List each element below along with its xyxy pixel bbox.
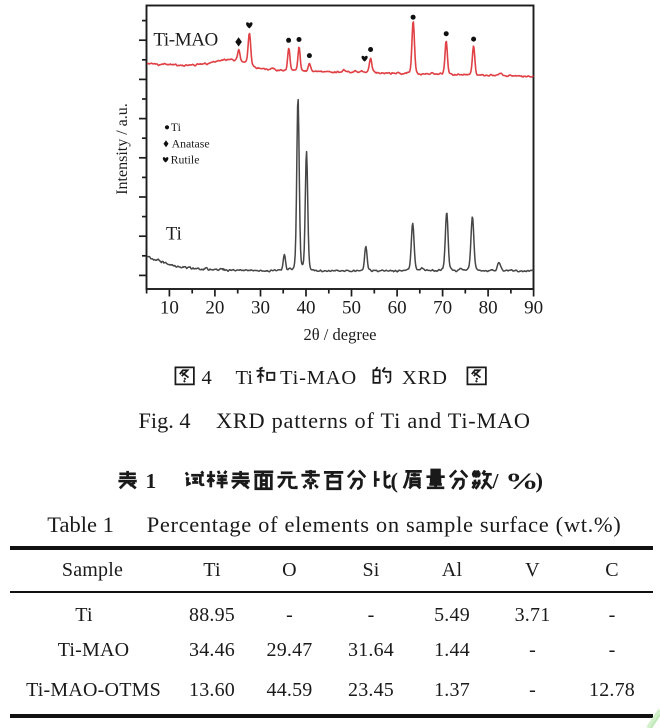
svg-text:20: 20 (205, 298, 224, 319)
svg-text:30: 30 (251, 298, 270, 319)
svg-text:Ti: Ti (166, 224, 182, 244)
svg-text:Intensity / a.u.: Intensity / a.u. (114, 103, 131, 195)
svg-text:Rutile: Rutile (171, 153, 200, 167)
svg-text:70: 70 (433, 298, 452, 319)
svg-text:80: 80 (479, 298, 498, 319)
svg-text:Ti: Ti (171, 120, 182, 134)
svg-text:2θ / degree: 2θ / degree (304, 325, 377, 344)
svg-text:60: 60 (388, 298, 407, 319)
svg-text:50: 50 (342, 298, 361, 319)
svg-text:90: 90 (524, 298, 543, 319)
svg-text:40: 40 (297, 298, 316, 319)
svg-text:10: 10 (160, 298, 179, 319)
svg-text:Ti-MAO: Ti-MAO (153, 30, 217, 51)
svg-text:Anatase: Anatase (172, 137, 210, 151)
